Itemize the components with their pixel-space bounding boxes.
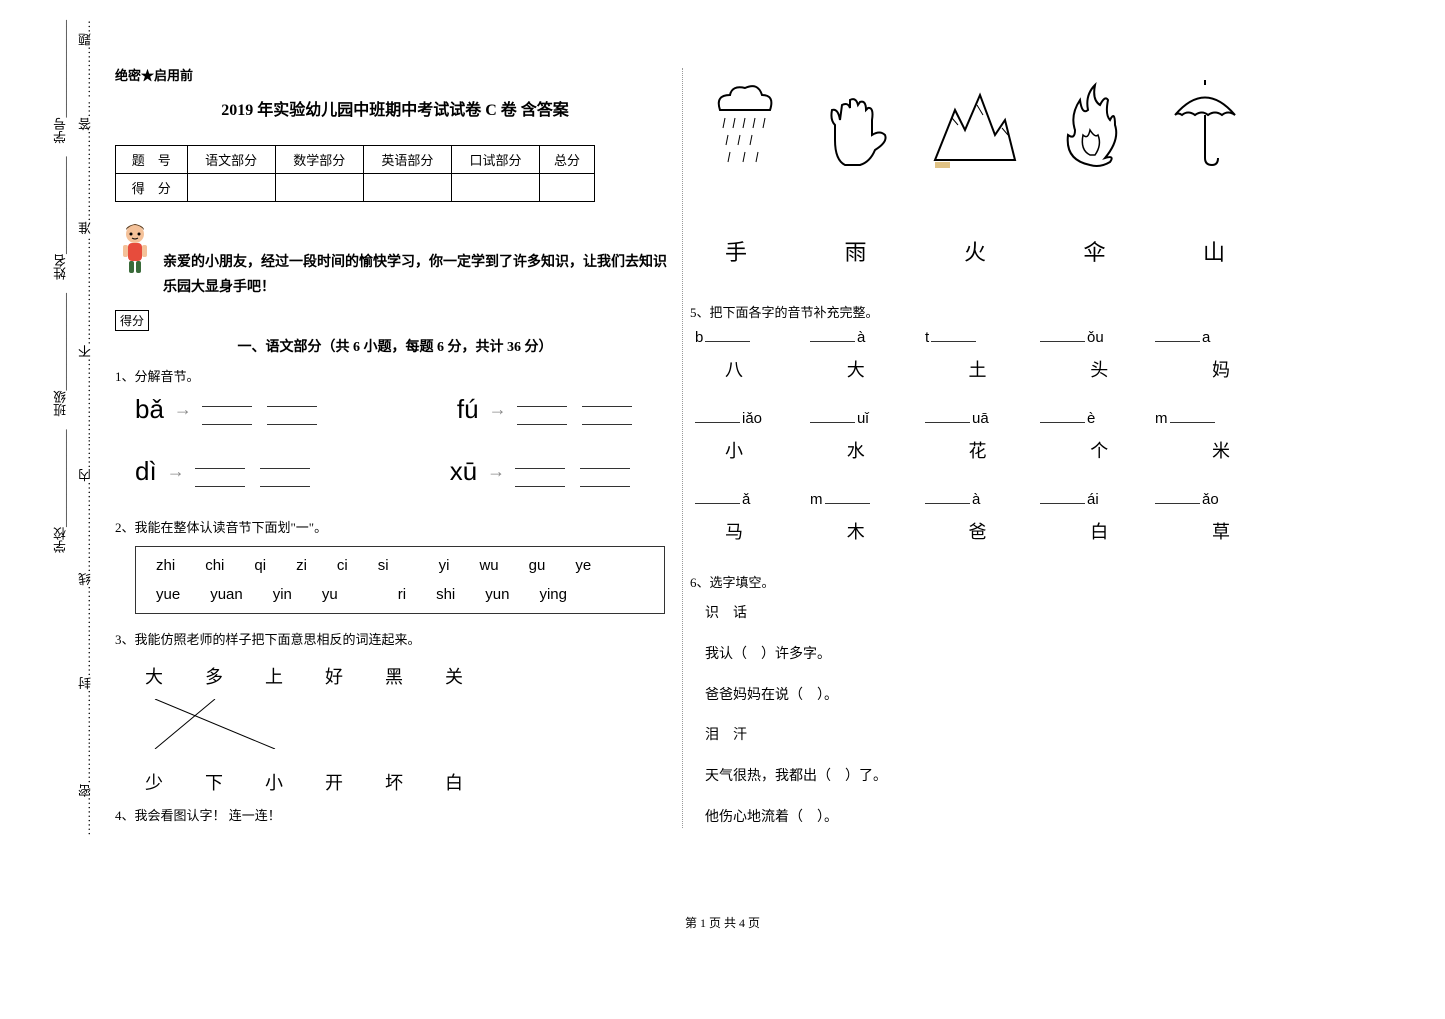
kid-icon	[115, 222, 155, 277]
section-title: 一、语文部分（共 6 小题，每题 6 分，共计 36 分）	[115, 336, 675, 356]
table-row: 题 号 语文部分 数学部分 英语部分 口试部分 总分	[116, 146, 595, 174]
q6-opts: 泪 汗	[705, 721, 1260, 752]
fire-icon	[1045, 75, 1135, 175]
q4-images	[690, 75, 1260, 175]
q3-top-row: 大 多 上 好 黑 关	[145, 663, 675, 689]
q2-box: zhi chi qi zi ci si yi wu gu ye yue yuan…	[135, 546, 665, 614]
right-column: 手 雨 火 伞 山 5、把下面各字的音节补充完整。 b à t ǒu a 八 大…	[690, 75, 1260, 844]
th-num: 题 号	[116, 146, 188, 174]
margin-text: ………密……….…………封…………………线…………………内……..………………不…	[76, 20, 95, 836]
q3-bottom-row: 少 下 小 开 坏 白	[145, 769, 675, 795]
q6-opts: 识 话	[705, 599, 1260, 630]
rain-icon	[700, 75, 790, 175]
q2-label: 2、我能在整体认读音节下面划"一"。	[115, 517, 675, 536]
q3-label: 3、我能仿照老师的样子把下面意思相反的词连起来。	[115, 629, 675, 648]
binding-margin-fields: 学校_______________ 班级_______________ 姓名__…	[45, 20, 75, 870]
intro-text: 亲爱的小朋友，经过一段时间的愉快学习，你一定学到了许多知识，让我们去知识乐园大显…	[163, 222, 675, 300]
th-total: 总分	[540, 146, 595, 174]
table-row: 得 分	[116, 174, 595, 202]
syllable: xū	[450, 456, 477, 487]
score-table: 题 号 语文部分 数学部分 英语部分 口试部分 总分 得 分	[115, 145, 595, 202]
page-footer: 第 1 页 共 4 页	[0, 914, 1445, 931]
match-lines	[145, 699, 505, 749]
center-divider	[682, 68, 683, 828]
th-chinese: 语文部分	[187, 146, 275, 174]
mountain-icon	[930, 75, 1020, 175]
td-score-label: 得 分	[116, 174, 188, 202]
arrow-icon: →	[489, 399, 507, 420]
confidential-label: 绝密★启用前	[115, 65, 675, 84]
decomp-item: bǎ →	[135, 393, 317, 425]
q6-sentence: 爸爸妈妈在说（ ）。	[705, 681, 1260, 712]
q6-sentence: 天气很热，我都出（ ）了。	[705, 762, 1260, 793]
intro-section: 亲爱的小朋友，经过一段时间的愉快学习，你一定学到了许多知识，让我们去知识乐园大显…	[115, 222, 675, 300]
q5-pinyin-row: ǎ m à ái ǎo	[690, 491, 1260, 508]
q5-pinyin-row: b à t ǒu a	[690, 329, 1260, 346]
exam-title: 2019 年实验幼儿园中班期中考试试卷 C 卷 含答案	[115, 96, 675, 120]
decomp-item: fú →	[457, 393, 632, 425]
q4-chars: 手 雨 火 伞 山	[690, 235, 1260, 267]
syllable: bǎ	[135, 394, 164, 425]
syllable: dì	[135, 456, 157, 487]
q6-label: 6、选字填空。	[690, 572, 1260, 591]
arrow-icon: →	[487, 461, 505, 482]
q1-label: 1、分解音节。	[115, 366, 675, 385]
pinyin-row: zhi chi qi zi ci si yi wu gu ye	[156, 557, 644, 574]
q5-label: 5、把下面各字的音节补充完整。	[690, 302, 1260, 321]
q5-char-row: 马 木 爸 白 草	[690, 518, 1260, 544]
q6-sentence: 我认（ ）许多字。	[705, 640, 1260, 671]
pinyin-row: yue yuan yin yu ri shi yun ying	[156, 586, 644, 603]
hand-icon	[815, 75, 905, 175]
q1-area: bǎ → fú → dì →	[135, 393, 675, 487]
margin-fields: 学校_______________ 班级_______________ 姓名__…	[51, 20, 70, 553]
th-math: 数学部分	[275, 146, 363, 174]
decomp-item: xū →	[450, 455, 630, 487]
q5-char-row: 八 大 土 头 妈	[690, 356, 1260, 382]
arrow-icon: →	[174, 399, 192, 420]
left-column: 绝密★启用前 2019 年实验幼儿园中班期中考试试卷 C 卷 含答案 题 号 语…	[115, 65, 675, 832]
umbrella-icon	[1160, 75, 1250, 175]
syllable: fú	[457, 394, 479, 425]
decomp-item: dì →	[135, 455, 310, 487]
arrow-icon: →	[167, 461, 185, 482]
score-box: 得分	[115, 310, 149, 331]
q6-sentence: 他伤心地流着（ ）。	[705, 803, 1260, 834]
q5-pinyin-row: iǎo uǐ uā è m	[690, 410, 1260, 427]
q5-char-row: 小 水 花 个 米	[690, 437, 1260, 463]
q4-label: 4、我会看图认字！ 连一连！	[115, 805, 675, 824]
th-english: 英语部分	[363, 146, 451, 174]
th-oral: 口试部分	[451, 146, 539, 174]
